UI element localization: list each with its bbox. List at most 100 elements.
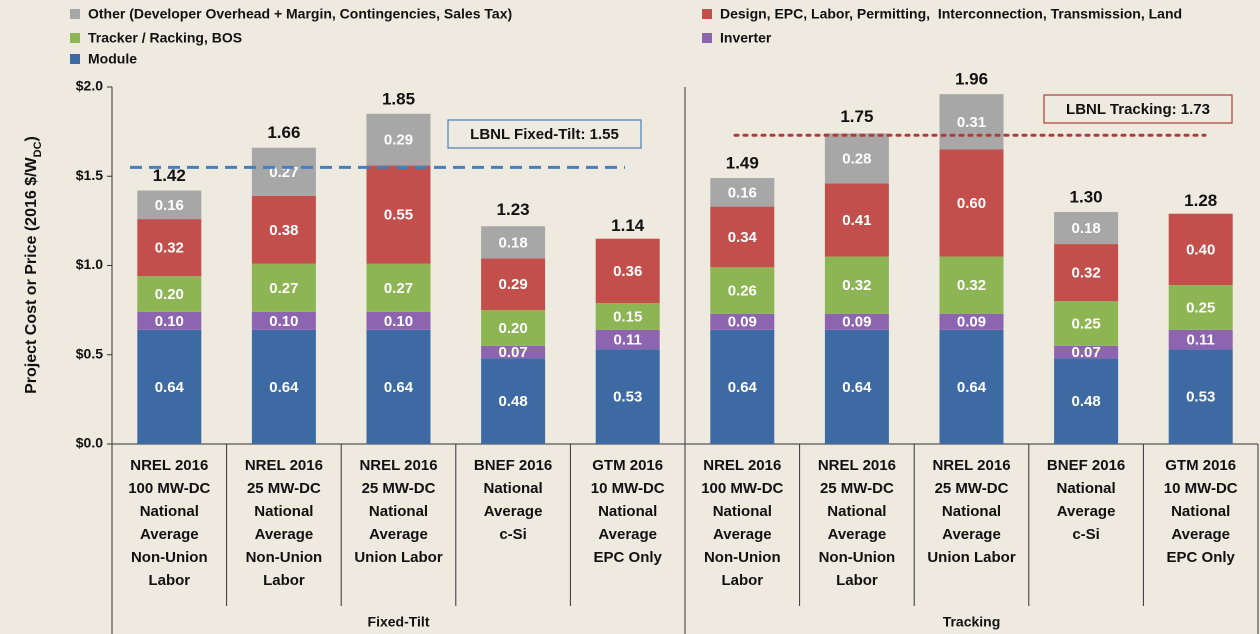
data-label: 0.25 (1071, 315, 1100, 332)
data-label: 0.07 (498, 344, 527, 361)
bar-segment (481, 345, 546, 359)
bar-segment (366, 329, 431, 444)
x-tick-label: Labor (721, 572, 763, 589)
y-tick-label: $2.0 (76, 78, 103, 94)
x-tick-label: NREL 2016 (932, 457, 1010, 474)
data-label: 0.41 (842, 212, 871, 229)
total-label: 1.96 (955, 70, 988, 89)
data-label: 0.11 (614, 332, 642, 349)
data-label: 0.09 (957, 314, 986, 331)
bar-segment (366, 165, 431, 264)
bar-segment (366, 263, 431, 312)
bar-segment (710, 329, 775, 444)
y-axis-title-end: ) (23, 136, 40, 141)
x-tick-label: National (942, 503, 1001, 520)
x-tick-label: Non-Union (704, 549, 781, 566)
data-label: 0.25 (1186, 299, 1215, 316)
x-tick-label: Average (1171, 526, 1230, 543)
data-label: 0.09 (728, 314, 757, 331)
x-tick-label: 100 MW-DC (128, 480, 210, 497)
x-tick-label: Average (598, 526, 657, 543)
bar-segment (710, 313, 775, 330)
data-label: 0.11 (1187, 332, 1215, 349)
data-label: 0.34 (728, 229, 758, 246)
total-label: 1.30 (1070, 187, 1103, 206)
data-label: 0.27 (269, 280, 298, 297)
data-label: 0.32 (155, 240, 184, 257)
legend-swatch (70, 54, 80, 64)
x-tick-label: c-Si (1072, 526, 1100, 543)
x-tick-label: National (1171, 503, 1230, 520)
bar-segment (1054, 345, 1119, 359)
x-tick-label: Average (828, 526, 887, 543)
x-tick-label: 25 MW-DC (362, 480, 436, 497)
bar-segment (939, 149, 1004, 257)
bar-segment (1054, 301, 1119, 346)
data-label: 0.20 (498, 320, 527, 337)
x-tick-label: GTM 2016 (1165, 457, 1236, 474)
x-tick-label: Non-Union (131, 549, 208, 566)
x-tick-label: NREL 2016 (818, 457, 896, 474)
x-tick-label: GTM 2016 (592, 457, 663, 474)
bar-segment (710, 206, 775, 268)
x-tick-label: National (369, 503, 428, 520)
data-label: 0.64 (728, 379, 758, 396)
data-label: 0.10 (384, 313, 413, 330)
bar-segment (1168, 213, 1233, 286)
bar-segment (137, 329, 202, 444)
bar-segment (710, 267, 775, 314)
legend-swatch (70, 9, 80, 19)
y-axis-title-text: Project Cost or Price (2016 $/W (23, 156, 40, 393)
data-label: 0.09 (842, 314, 871, 331)
x-tick-label: Average (484, 503, 543, 520)
data-label: 0.29 (498, 276, 527, 293)
bar-segment (595, 349, 660, 444)
bar-segment (1054, 244, 1119, 302)
data-label: 0.28 (842, 150, 871, 167)
x-tick-label: Union Labor (927, 549, 1015, 566)
data-label: 0.55 (384, 207, 413, 224)
x-tick-label: EPC Only (1167, 549, 1236, 566)
data-label: 0.26 (728, 282, 757, 299)
bar-segment (481, 358, 546, 444)
x-tick-label: NREL 2016 (130, 457, 208, 474)
y-axis-title: Project Cost or Price (2016 $/WDC) (23, 136, 44, 394)
x-tick-label: National (713, 503, 772, 520)
data-label: 0.10 (155, 313, 184, 330)
data-label: 0.64 (155, 379, 185, 396)
data-label: 0.27 (384, 280, 413, 297)
x-tick-label: Union Labor (354, 549, 442, 566)
bar-segment (824, 329, 889, 444)
legend-label: Other (Developer Overhead + Margin, Cont… (88, 6, 512, 22)
x-tick-label: 25 MW-DC (820, 480, 894, 497)
bar-segment (1054, 358, 1119, 444)
data-label: 0.29 (384, 132, 413, 149)
bar-segment (939, 94, 1004, 150)
bar-segment (710, 178, 775, 207)
x-tick-label: NREL 2016 (245, 457, 323, 474)
reference-label: LBNL Tracking: 1.73 (1066, 101, 1210, 118)
y-tick-label: $0.5 (76, 345, 103, 361)
group-label: Fixed-Tilt (368, 614, 430, 630)
bar-segment (595, 302, 660, 330)
data-label: 0.18 (498, 234, 527, 251)
data-label: 0.32 (842, 277, 871, 294)
total-label: 1.49 (726, 154, 759, 173)
total-label: 1.23 (497, 200, 530, 219)
y-tick-label: $0.0 (76, 435, 103, 451)
data-label: 0.32 (1071, 265, 1100, 282)
data-label: 0.18 (1071, 220, 1100, 237)
y-tick-label: $1.5 (76, 167, 103, 183)
x-tick-label: BNEF 2016 (474, 457, 552, 474)
bar-segment (137, 276, 202, 312)
y-axis-title-sub: DC (32, 141, 44, 157)
legend-swatch (702, 33, 712, 43)
legend-label: Design, EPC, Labor, Permitting, Intercon… (720, 6, 1182, 22)
x-tick-label: Average (369, 526, 428, 543)
x-tick-label: 100 MW-DC (701, 480, 783, 497)
bar-segment (939, 329, 1004, 444)
data-label: 0.48 (498, 393, 527, 410)
data-label: 0.64 (384, 379, 414, 396)
data-label: 0.36 (613, 263, 642, 280)
x-tick-label: 10 MW-DC (1164, 480, 1238, 497)
